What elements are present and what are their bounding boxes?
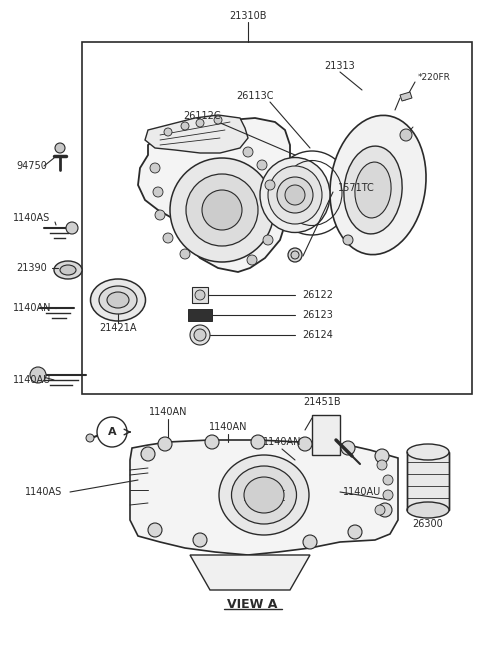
Circle shape — [298, 437, 312, 451]
Circle shape — [378, 503, 392, 517]
Ellipse shape — [268, 166, 322, 224]
Circle shape — [288, 248, 302, 262]
Circle shape — [163, 233, 173, 243]
Text: A: A — [108, 427, 116, 437]
Circle shape — [285, 185, 305, 205]
Ellipse shape — [60, 265, 76, 275]
Circle shape — [195, 290, 205, 300]
Text: 21421A: 21421A — [99, 323, 137, 333]
Circle shape — [348, 525, 362, 539]
Circle shape — [251, 435, 265, 449]
Ellipse shape — [407, 444, 449, 460]
Text: 1140AS: 1140AS — [13, 213, 50, 223]
Text: 26113C: 26113C — [236, 91, 274, 101]
Text: 1571TC: 1571TC — [338, 183, 375, 193]
Circle shape — [265, 180, 275, 190]
Circle shape — [343, 235, 353, 245]
Circle shape — [196, 119, 204, 127]
Circle shape — [150, 163, 160, 173]
Ellipse shape — [330, 116, 426, 255]
Circle shape — [383, 475, 393, 485]
Circle shape — [214, 116, 222, 124]
Text: 21451B: 21451B — [303, 397, 341, 407]
Polygon shape — [190, 555, 310, 590]
Text: 1140AN: 1140AN — [149, 407, 187, 417]
Text: 26124: 26124 — [302, 330, 333, 340]
Text: 26300: 26300 — [413, 519, 444, 529]
Circle shape — [86, 434, 94, 442]
Polygon shape — [145, 115, 248, 153]
Text: *220FR: *220FR — [418, 74, 451, 83]
Ellipse shape — [219, 455, 309, 535]
Circle shape — [243, 147, 253, 157]
Text: 26122: 26122 — [302, 290, 333, 300]
Circle shape — [55, 143, 65, 153]
Circle shape — [180, 249, 190, 259]
Ellipse shape — [260, 158, 330, 233]
Text: 94750: 94750 — [17, 161, 48, 171]
Ellipse shape — [355, 162, 391, 218]
Circle shape — [181, 122, 189, 130]
Circle shape — [377, 460, 387, 470]
Circle shape — [341, 441, 355, 455]
Circle shape — [170, 158, 274, 262]
Ellipse shape — [244, 477, 284, 513]
Circle shape — [186, 174, 258, 246]
Text: 1140AN: 1140AN — [263, 437, 301, 447]
Ellipse shape — [91, 279, 145, 321]
Circle shape — [190, 325, 210, 345]
Circle shape — [194, 329, 206, 341]
Text: 1140AS: 1140AS — [25, 487, 62, 497]
Bar — [407, 452, 449, 510]
Bar — [312, 415, 340, 455]
Bar — [192, 287, 208, 303]
Text: 26123: 26123 — [302, 310, 333, 320]
Circle shape — [153, 187, 163, 197]
Bar — [188, 309, 212, 321]
Circle shape — [148, 523, 162, 537]
Ellipse shape — [54, 261, 82, 279]
Ellipse shape — [407, 502, 449, 518]
Text: 26112C: 26112C — [183, 111, 221, 121]
Circle shape — [155, 210, 165, 220]
Circle shape — [97, 417, 127, 447]
Text: 1140AU: 1140AU — [343, 487, 381, 497]
Polygon shape — [400, 92, 412, 101]
Text: 21313: 21313 — [324, 61, 355, 71]
Text: 1140AN: 1140AN — [209, 422, 247, 432]
Ellipse shape — [107, 292, 129, 308]
Circle shape — [263, 235, 273, 245]
Circle shape — [205, 435, 219, 449]
Ellipse shape — [344, 146, 402, 234]
Circle shape — [247, 255, 257, 265]
Text: 1140AN: 1140AN — [13, 303, 51, 313]
Circle shape — [30, 367, 46, 383]
Circle shape — [193, 533, 207, 547]
Polygon shape — [138, 118, 290, 272]
Circle shape — [164, 128, 172, 136]
Circle shape — [375, 505, 385, 515]
Circle shape — [202, 190, 242, 230]
Polygon shape — [130, 440, 398, 555]
Circle shape — [141, 447, 155, 461]
Circle shape — [257, 160, 267, 170]
Circle shape — [383, 490, 393, 500]
Ellipse shape — [231, 466, 297, 524]
Text: 21310B: 21310B — [229, 11, 267, 21]
Circle shape — [400, 129, 412, 141]
Circle shape — [303, 535, 317, 549]
Bar — [82, 42, 472, 394]
Circle shape — [375, 449, 389, 463]
Circle shape — [66, 222, 78, 234]
Text: 21390: 21390 — [17, 263, 48, 273]
Circle shape — [158, 437, 172, 451]
Ellipse shape — [99, 286, 137, 314]
Text: VIEW A: VIEW A — [227, 599, 277, 612]
Text: 1140AU: 1140AU — [13, 375, 51, 385]
Circle shape — [277, 177, 313, 213]
Circle shape — [291, 251, 299, 259]
